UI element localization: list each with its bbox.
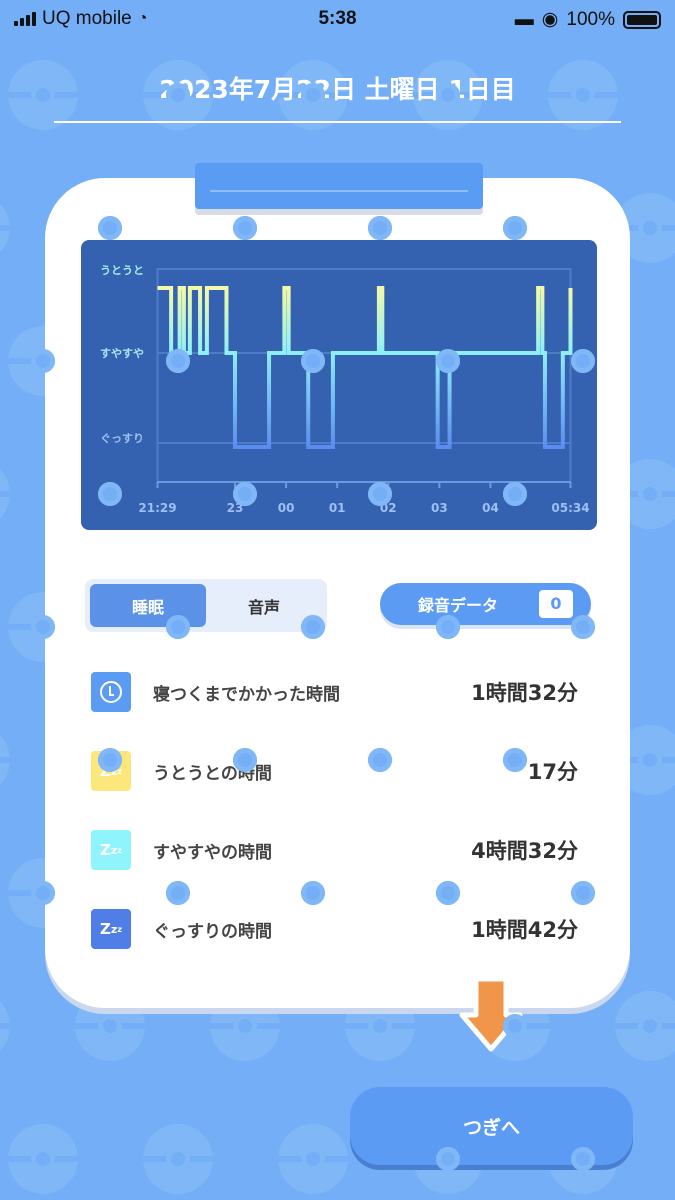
recording-data-button[interactable]: 録音データ 0	[380, 583, 591, 625]
title-divider	[54, 121, 621, 123]
pokeball-pattern-icon	[143, 1124, 213, 1194]
recording-label: 録音データ	[418, 596, 499, 615]
stat-value: 1時間42分	[471, 918, 578, 942]
clock-icon	[91, 672, 131, 712]
clock-time: 5:38	[318, 8, 357, 29]
view-toggle: 睡眠 音声	[85, 579, 327, 632]
pokeball-pattern-icon	[8, 1124, 78, 1194]
orientation-lock-icon: ◉	[541, 9, 559, 30]
stat-label: うとうとの時間	[153, 763, 272, 784]
pokeball-pattern-icon	[0, 459, 10, 529]
pokeball-pattern-icon	[8, 60, 78, 130]
pokeball-pattern-icon	[143, 60, 213, 130]
y-label-mid: すやすや	[100, 347, 144, 360]
pokeball-pattern-icon	[615, 991, 675, 1061]
plot-frame	[156, 268, 572, 483]
sleep-line	[157, 286, 573, 449]
status-bar: UQ mobile ◔ 5:38 ▬ ◉ 100%	[0, 0, 675, 38]
bed-icon: ▬	[514, 8, 534, 30]
stat-value: 4時間32分	[471, 839, 578, 863]
recording-count: 0	[539, 590, 573, 618]
clipboard-clip	[195, 163, 483, 209]
stat-value: 17分	[527, 760, 578, 784]
pokeball-pattern-icon	[0, 725, 10, 795]
pokeball-pattern-icon	[548, 60, 618, 130]
pokeball-pattern-icon	[413, 60, 483, 130]
x-tick-label: 05:34	[551, 501, 589, 515]
stat-label: ぐっすりの時間	[153, 921, 272, 942]
battery-percent: 100%	[566, 8, 615, 30]
x-tick-label: 01	[329, 501, 346, 515]
stat-row: 寝つくまでかかった時間 1時間32分	[91, 672, 578, 712]
battery-icon	[623, 10, 661, 29]
stat-label: 寝つくまでかかった時間	[153, 684, 340, 705]
y-label-deep: ぐっすり	[100, 432, 144, 445]
stat-value: 1時間32分	[471, 681, 578, 705]
stat-label: すやすやの時間	[153, 842, 272, 863]
x-tick-label: 00	[278, 501, 295, 515]
pokeball-pattern-icon	[278, 1124, 348, 1194]
y-label-light: うとうと	[100, 264, 144, 277]
tab-audio[interactable]: 音声	[247, 597, 280, 617]
pokeball-pattern-icon	[0, 193, 10, 263]
x-tick-label: 03	[431, 501, 448, 515]
x-tick-label: 04	[482, 501, 499, 515]
carrier: UQ mobile	[42, 8, 132, 29]
x-tick-label: 21:29	[138, 501, 176, 515]
pokeball-pattern-icon	[278, 60, 348, 130]
wifi-icon: ◔	[137, 10, 148, 27]
signal-icon	[14, 12, 36, 26]
sleep-chart-svg: うとうと すやすや ぐっすり 21:29 23 00 01 02 03 04 05:34	[100, 264, 590, 515]
pokeball-pattern-icon	[0, 991, 10, 1061]
